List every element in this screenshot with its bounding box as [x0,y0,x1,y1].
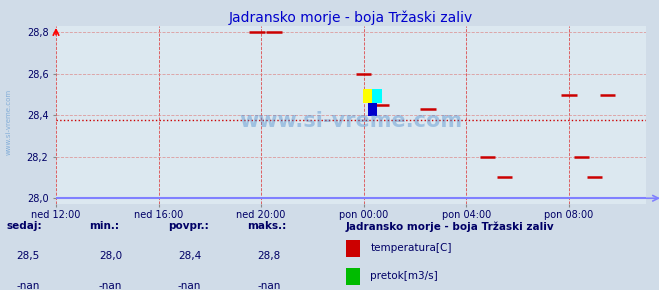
Text: sedaj:: sedaj: [7,221,42,231]
FancyBboxPatch shape [346,240,360,257]
Bar [363,89,372,103]
Text: 28,4: 28,4 [178,251,201,261]
FancyBboxPatch shape [346,268,360,285]
Text: maks.:: maks.: [247,221,287,231]
Bar [368,103,377,116]
Text: www.si-vreme.com: www.si-vreme.com [239,110,463,130]
Text: www.si-vreme.com: www.si-vreme.com [5,89,12,155]
Text: min.:: min.: [89,221,119,231]
Text: 28,0: 28,0 [99,251,122,261]
Text: -nan: -nan [16,281,40,290]
Title: Jadransko morje - boja Tržaski zaliv: Jadransko morje - boja Tržaski zaliv [229,10,473,25]
Text: Jadransko morje - boja Tržaski zaliv: Jadransko morje - boja Tržaski zaliv [346,221,555,232]
Text: 28,8: 28,8 [257,251,280,261]
Text: 28,5: 28,5 [16,251,40,261]
Text: -nan: -nan [99,281,122,290]
Text: povpr.:: povpr.: [168,221,209,231]
Bar [372,89,382,103]
Text: -nan: -nan [257,281,280,290]
Text: -nan: -nan [178,281,201,290]
Text: temperatura[C]: temperatura[C] [370,243,452,253]
Text: pretok[m3/s]: pretok[m3/s] [370,271,438,281]
